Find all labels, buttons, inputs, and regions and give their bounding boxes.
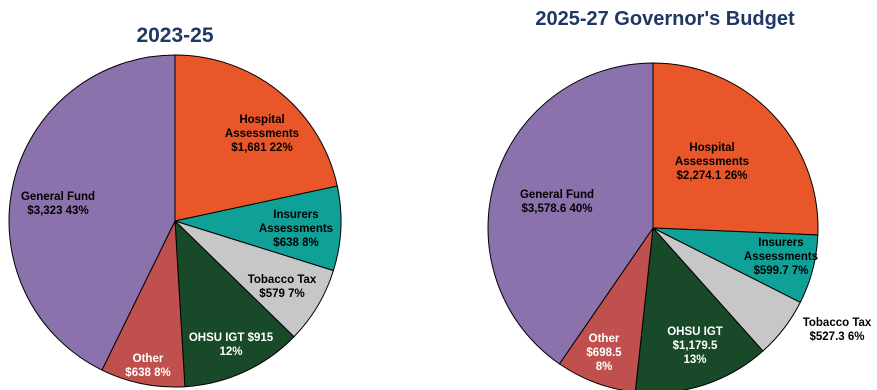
slice-label-other-2025-27: Other $698.5 8% (586, 333, 622, 373)
slice-label-tobacco-tax-2025-27: Tobacco Tax $527.3 6% (803, 317, 872, 343)
slice-label-ohsu-igt-2025-27: OHSU IGT $1,179.5 13% (667, 326, 723, 366)
chart-title-2023-25: 2023-25 (136, 24, 214, 47)
slice-label-general-fund-2023-25: General Fund $3,323 43% (21, 191, 95, 217)
slice-label-hospital-assessments-2025-27: Hospital Assessments $2,274.1 26% (675, 142, 749, 182)
pie-slice-ohsu-igt-2023-25 (174, 219, 295, 388)
pie-slice-hospital-assessments-2023-25 (174, 54, 338, 222)
slice-label-insurers-assessments-2025-27: Insurers Assessments $599.7 7% (744, 237, 818, 277)
pie-slice-general-fund-2025-27 (487, 62, 654, 365)
slice-label-other-2023-25: Other $638 8% (125, 353, 170, 379)
slice-label-insurers-assessments-2023-25: Insurers Assessments $638 8% (259, 209, 333, 249)
slice-label-tobacco-tax-2023-25: Tobacco Tax $579 7% (248, 274, 317, 300)
pie-slice-general-fund-2023-25 (8, 54, 176, 371)
slice-label-ohsu-igt-2023-25: OHSU IGT $915 12% (189, 332, 274, 358)
pie-slice-ohsu-igt-2025-27 (634, 226, 764, 390)
slice-label-general-fund-2025-27: General Fund $3,578.6 40% (520, 189, 594, 215)
pie-slice-hospital-assessments-2025-27 (652, 62, 819, 236)
chart-title-2025-27: 2025-27 Governor's Budget (535, 8, 795, 30)
slice-label-hospital-assessments-2023-25: Hospital Assessments $1,681 22% (225, 114, 299, 154)
